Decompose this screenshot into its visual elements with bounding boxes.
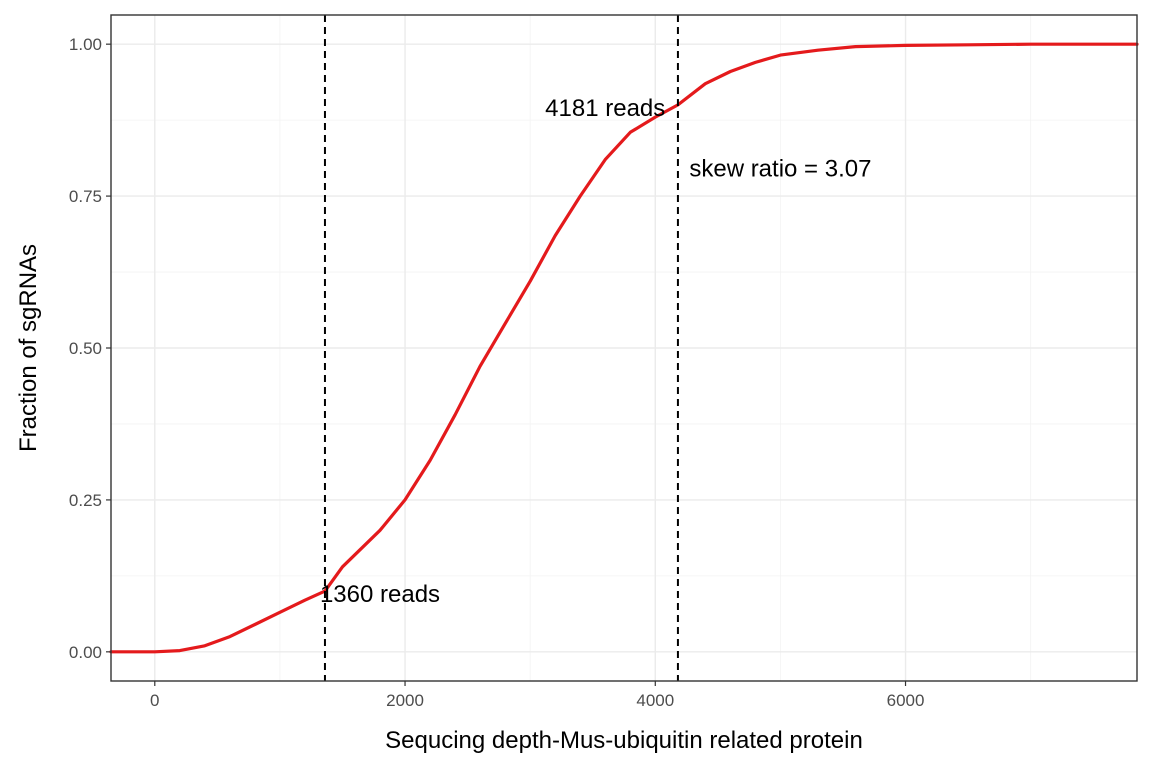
major-gridlines	[111, 15, 1137, 681]
y-axis-ticks: 0.00 0.25 0.50 0.75 1.00	[69, 35, 111, 662]
y-tick-label: 0.00	[69, 643, 102, 662]
y-tick-label: 0.75	[69, 187, 102, 206]
y-tick-label: 0.50	[69, 339, 102, 358]
minor-gridlines	[111, 15, 1137, 681]
y-tick-label: 0.25	[69, 491, 102, 510]
x-axis-title: Sequcing depth-Mus-ubiquitin related pro…	[385, 727, 863, 754]
y-axis-title: Fraction of sgRNAs	[15, 244, 42, 452]
x-tick-label: 2000	[386, 691, 424, 710]
annotation-label: 4181 reads	[545, 95, 665, 122]
cumulative-curve	[109, 42, 1139, 654]
annotation-label: skew ratio = 3.07	[689, 156, 871, 183]
x-tick-label: 0	[150, 691, 159, 710]
y-tick-label: 1.00	[69, 35, 102, 54]
annotations: 1360 reads 4181 reads skew ratio = 3.07	[320, 95, 871, 608]
x-tick-label: 6000	[887, 691, 925, 710]
x-tick-label: 4000	[636, 691, 674, 710]
cumulative-curve-layer	[109, 42, 1139, 654]
reference-lines	[323, 15, 679, 681]
x-axis-ticks: 0 2000 4000 6000	[150, 681, 924, 710]
annotation-label: 1360 reads	[320, 581, 440, 608]
